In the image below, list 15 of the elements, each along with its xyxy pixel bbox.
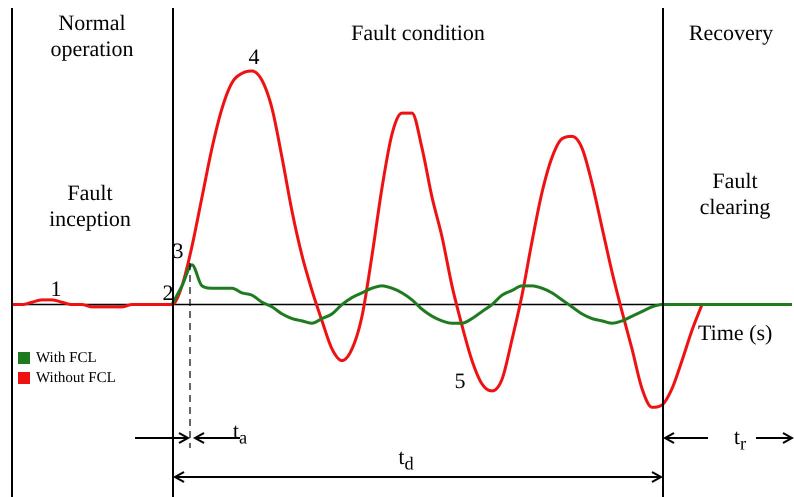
- text: Recovery: [688, 20, 774, 46]
- legend-label: With FCL: [36, 349, 97, 368]
- annotation: 3: [172, 238, 184, 264]
- x-axis-title: Time (s): [698, 320, 774, 346]
- annotation: 2: [162, 280, 174, 306]
- annotation: 5: [454, 368, 466, 394]
- text: 4: [248, 44, 260, 70]
- annotation: 1: [50, 276, 62, 302]
- legend-label: Without FCL: [36, 369, 116, 388]
- text: Normal operation: [49, 10, 135, 62]
- text: Fault condition: [351, 20, 485, 45]
- annotation: Fault clearing: [698, 168, 772, 220]
- annotation: Fault inception: [48, 180, 132, 232]
- text: t$_{r}$: [732, 424, 748, 456]
- text: t$_{d}$: [397, 444, 415, 476]
